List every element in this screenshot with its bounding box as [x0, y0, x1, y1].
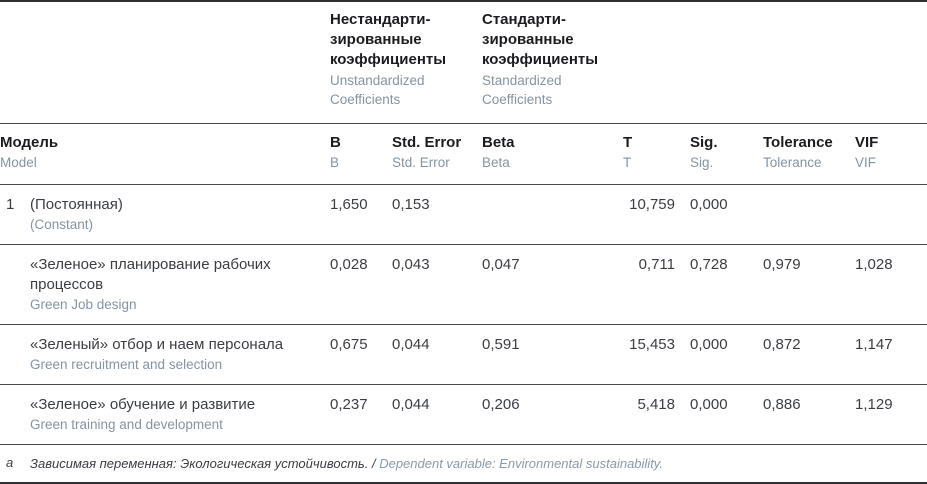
- column-header-b: B B: [330, 124, 392, 185]
- row-label-ru: (Постоянная): [30, 196, 123, 213]
- column-header-model: Модель Model: [0, 124, 330, 185]
- group-header-unstandardized: Нестандарти- зированные коэффициенты Uns…: [330, 1, 482, 124]
- model-number-empty: [0, 385, 30, 445]
- model-number-empty: [0, 325, 30, 385]
- column-header-beta: Beta Beta: [482, 124, 617, 185]
- footnote-text-en: Dependent variable: Environmental sustai…: [379, 456, 663, 471]
- column-header-t: T T: [617, 124, 690, 185]
- table-row-green-job-design: «Зеленое» планирование рабочих процессов…: [0, 244, 927, 325]
- row-label-en: (Constant): [30, 217, 94, 232]
- column-header-std-error-en: Std. Error: [392, 155, 450, 170]
- cell-beta: 0,047: [482, 256, 520, 273]
- cell-b: 0,675: [330, 336, 368, 353]
- cell-tolerance: 0,886: [763, 396, 801, 413]
- table-row-constant: 1 (Постоянная) (Constant) 1,650 0,153 10…: [0, 184, 927, 245]
- cell-t: 0,711: [638, 256, 675, 273]
- cell-beta: [482, 185, 617, 245]
- cell-tolerance: 0,872: [763, 336, 801, 353]
- row-label-cell: (Постоянная) (Constant): [30, 185, 330, 245]
- column-header-vif-en: VIF: [855, 155, 877, 170]
- group-header-row: Нестандарти- зированные коэффициенты Uns…: [0, 1, 927, 124]
- cell-b: 0,237: [330, 396, 368, 413]
- cell-std-error: 0,044: [392, 336, 430, 353]
- cell-t: 15,453: [629, 336, 675, 353]
- footnote-text: Зависимая переменная: Экологическая усто…: [30, 445, 927, 484]
- group-header-unstandardized-en: Unstandardized Coefficients: [330, 73, 425, 107]
- row-label-cell: «Зеленый» отбор и наем персонала Green r…: [30, 325, 330, 385]
- column-header-tolerance: Tolerance Tolerance: [763, 124, 855, 185]
- cell-beta: 0,206: [482, 396, 520, 413]
- group-header-standardized: Стандарти- зированные коэффициенты Stand…: [482, 1, 617, 124]
- cell-vif: 1,129: [855, 396, 893, 413]
- column-header-model-ru: Модель: [0, 134, 59, 151]
- group-header-spacer-right: [617, 1, 927, 124]
- cell-std-error: 0,044: [392, 396, 430, 413]
- column-header-sig: Sig. Sig.: [690, 124, 763, 185]
- column-header-std-error-ru: Std. Error: [392, 134, 462, 151]
- footnote-row: a Зависимая переменная: Экологическая ус…: [0, 444, 927, 484]
- column-header-t-ru: T: [623, 134, 633, 151]
- cell-sig: 0,000: [690, 396, 728, 413]
- cell-vif: [855, 185, 927, 245]
- column-header-sig-en: Sig.: [690, 155, 714, 170]
- group-header-spacer: [0, 1, 330, 124]
- table-row-green-recruitment: «Зеленый» отбор и наем персонала Green r…: [0, 324, 927, 385]
- column-header-t-en: T: [623, 155, 632, 170]
- footnote-marker: a: [6, 455, 14, 470]
- column-header-beta-en: Beta: [482, 155, 510, 170]
- cell-std-error: 0,043: [392, 256, 430, 273]
- cell-sig: 0,728: [690, 256, 728, 273]
- row-label-ru: «Зеленый» отбор и наем персонала: [30, 336, 284, 353]
- cell-tolerance: [763, 185, 855, 245]
- group-header-standardized-ru: Стандарти- зированные коэффициенты: [482, 11, 599, 68]
- column-header-vif: VIF VIF: [855, 124, 927, 185]
- model-number-empty: [0, 245, 30, 325]
- row-label-ru: «Зеленое» обучение и развитие: [30, 396, 256, 413]
- cell-vif: 1,028: [855, 256, 893, 273]
- table-row-green-training: «Зеленое» обучение и развитие Green trai…: [0, 384, 927, 445]
- column-header-tolerance-ru: Tolerance: [763, 134, 833, 151]
- cell-b: 1,650: [330, 196, 368, 213]
- column-header-row: Модель Model B B Std. Error Std. Error B…: [0, 123, 927, 185]
- column-header-b-ru: B: [330, 134, 341, 151]
- column-header-std-error: Std. Error Std. Error: [392, 124, 482, 185]
- group-header-unstandardized-ru: Нестандарти- зированные коэффициенты: [330, 11, 447, 68]
- column-header-sig-ru: Sig.: [690, 134, 718, 151]
- cell-sig: 0,000: [690, 196, 728, 213]
- cell-beta: 0,591: [482, 336, 520, 353]
- cell-b: 0,028: [330, 256, 368, 273]
- column-header-model-en: Model: [0, 155, 37, 170]
- cell-t: 5,418: [637, 396, 675, 413]
- column-header-b-en: B: [330, 155, 340, 170]
- footnote-text-ru: Зависимая переменная: Экологическая усто…: [30, 456, 376, 471]
- row-label-cell: «Зеленое» обучение и развитие Green trai…: [30, 385, 330, 445]
- row-label-en: Green training and development: [30, 417, 223, 432]
- row-label-cell: «Зеленое» планирование рабочих процессов…: [30, 245, 330, 325]
- cell-vif: 1,147: [855, 336, 893, 353]
- row-label-en: Green Job design: [30, 297, 137, 312]
- column-header-vif-ru: VIF: [855, 134, 879, 151]
- column-header-beta-ru: Beta: [482, 134, 515, 151]
- cell-t: 10,759: [629, 196, 675, 213]
- column-header-tolerance-en: Tolerance: [763, 155, 822, 170]
- cell-tolerance: 0,979: [763, 256, 801, 273]
- cell-std-error: 0,153: [392, 196, 430, 213]
- row-label-ru: «Зеленое» планирование рабочих процессов: [30, 256, 271, 293]
- row-label-en: Green recruitment and selection: [30, 357, 223, 372]
- model-number: 1: [6, 196, 15, 213]
- cell-sig: 0,000: [690, 336, 728, 353]
- group-header-standardized-en: Standardized Coefficients: [482, 73, 562, 107]
